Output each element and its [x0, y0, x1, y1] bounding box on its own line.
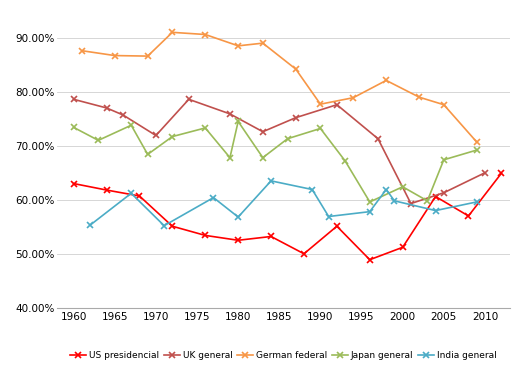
- Legend: US presidencial, UK general, German federal, Japan general, India general: US presidencial, UK general, German fede…: [70, 352, 497, 361]
